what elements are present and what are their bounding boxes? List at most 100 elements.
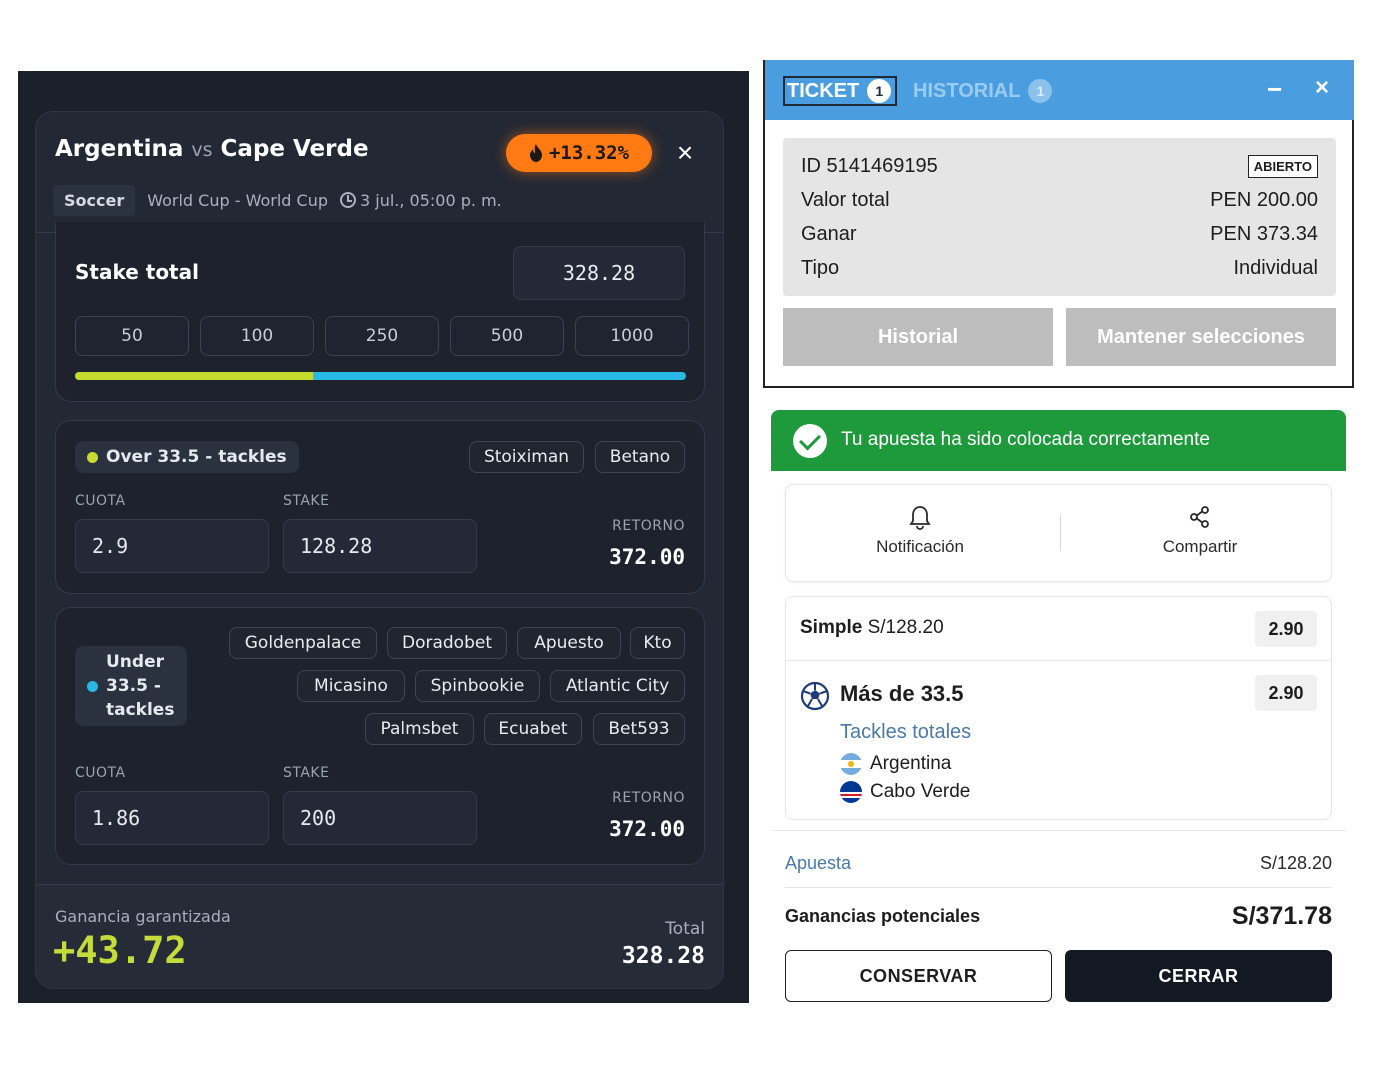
- under-odds-input[interactable]: 1.86: [75, 791, 269, 845]
- under-label-line: tackles: [106, 700, 175, 720]
- team-home: Argentina: [55, 136, 184, 162]
- bookmaker-tag[interactable]: Doradobet: [387, 627, 507, 659]
- keep-button[interactable]: CONSERVAR: [785, 950, 1052, 1002]
- profit-badge: +13.32%: [506, 134, 652, 172]
- success-message: Tu apuesta ha sido colocada correctament…: [841, 429, 1210, 450]
- bet-type: Simple: [800, 617, 863, 638]
- competition-label: World Cup - World Cup: [147, 190, 328, 210]
- bet-amount: S/128.20: [867, 617, 944, 638]
- bookmaker-tag[interactable]: Micasino: [297, 670, 405, 702]
- market-subtitle: Tackles totales: [840, 721, 972, 743]
- over-selection: Over 33.5 - tackles: [75, 441, 299, 473]
- tab-ticket-count: 1: [867, 79, 892, 103]
- share-button[interactable]: Compartir: [1100, 505, 1300, 557]
- team-name: Cabo Verde: [870, 781, 971, 802]
- bookmaker-tag[interactable]: Spinbookie: [415, 670, 540, 702]
- ticket-row-value: Individual: [1233, 256, 1318, 279]
- ticket-row-label: Ganar: [801, 222, 857, 245]
- ticket-row: Tipo Individual: [801, 254, 1318, 282]
- ticket-panel: TICKET 1 HISTORIAL 1 − × ID 5141469195 A…: [763, 60, 1354, 388]
- share-icon: [1190, 506, 1209, 528]
- under-selection: Under 33.5 - tackles: [75, 646, 187, 726]
- bet-type-row: Simple S/128.20 2.90: [786, 597, 1331, 661]
- ticket-row-value: PEN 200.00: [1210, 188, 1318, 211]
- bookmaker-tag[interactable]: Betano: [595, 441, 685, 473]
- return-label: RETORNO: [612, 518, 685, 534]
- soccer-ball-icon: [800, 681, 830, 711]
- ticket-header: TICKET 1 HISTORIAL 1 − ×: [765, 60, 1354, 120]
- action-box: Notificación Compartir: [785, 484, 1332, 582]
- confirmation-panel: Tu apuesta ha sido colocada correctament…: [771, 410, 1348, 1007]
- fire-icon: [529, 144, 542, 162]
- ticket-id: ID 5141469195: [801, 154, 938, 177]
- quick-stake-500[interactable]: 500: [450, 316, 564, 356]
- bookmaker-tag[interactable]: Bet593: [593, 713, 685, 745]
- tab-ticket-label: TICKET: [787, 79, 860, 102]
- stake-section: Stake total 328.28 50 100 250 500 1000: [55, 222, 705, 402]
- tab-history-count: 1: [1028, 79, 1053, 103]
- team-row: Argentina: [840, 751, 951, 777]
- stake-split-fill: [75, 372, 314, 380]
- bookmaker-tag[interactable]: Palmsbet: [365, 713, 474, 745]
- close-icon[interactable]: ×: [1315, 74, 1330, 101]
- close-icon[interactable]: ×: [676, 137, 694, 168]
- arbitrage-card: Argentina vs Cape Verde +13.32% × Soccer…: [35, 111, 724, 989]
- tab-ticket[interactable]: TICKET 1: [783, 76, 898, 106]
- keep-selections-button[interactable]: Mantener selecciones: [1066, 308, 1336, 366]
- stake-label: STAKE: [283, 765, 330, 781]
- datetime-text: 3 jul., 05:00 p. m.: [360, 190, 502, 210]
- minimize-icon[interactable]: −: [1267, 74, 1283, 104]
- bookmaker-tag[interactable]: Ecuabet: [484, 713, 582, 745]
- ticket-row-label: Valor total: [801, 188, 890, 211]
- status-badge: ABIERTO: [1247, 154, 1318, 178]
- success-banner: Tu apuesta ha sido colocada correctament…: [771, 410, 1346, 471]
- quick-stake-1000[interactable]: 1000: [575, 316, 689, 356]
- action-divider: [1060, 515, 1061, 551]
- stake-total-input[interactable]: 328.28: [513, 246, 685, 300]
- quick-stake-row: 50 100 250 500 1000: [75, 316, 689, 356]
- stake-value: S/128.20: [1259, 852, 1332, 873]
- argentina-flag-icon: [840, 753, 862, 775]
- over-odds-input[interactable]: 2.9: [75, 519, 269, 573]
- team-row: Cabo Verde: [840, 779, 970, 805]
- bookmaker-tag[interactable]: Atlantic City: [550, 670, 685, 702]
- team-name: Argentina: [870, 753, 952, 774]
- sport-tag: Soccer: [53, 184, 136, 216]
- bookmaker-tag[interactable]: Stoiximan: [469, 441, 584, 473]
- guaranteed-gain-value: +43.72: [53, 929, 187, 972]
- ticket-row-value: PEN 373.34: [1210, 222, 1318, 245]
- market-title: Más de 33.5: [840, 681, 964, 706]
- under-leg: Under 33.5 - tackles Goldenpalace Dorado…: [55, 607, 705, 865]
- check-circle-icon: [793, 424, 827, 458]
- clock-icon: [340, 191, 356, 208]
- bookmaker-tag[interactable]: Apuesto: [517, 627, 621, 659]
- close-button[interactable]: CERRAR: [1065, 950, 1332, 1002]
- notification-button[interactable]: Notificación: [820, 505, 1020, 557]
- tab-history[interactable]: HISTORIAL 1: [913, 76, 1053, 106]
- ticket-id-row: ID 5141469195 ABIERTO: [801, 152, 1318, 180]
- over-return-value: 372.00: [609, 545, 685, 569]
- cuota-label: CUOTA: [75, 765, 126, 781]
- profit-pct: +13.32%: [548, 142, 630, 164]
- over-stake-input[interactable]: 128.28: [283, 519, 477, 573]
- match-title: Argentina vs Cape Verde: [55, 136, 369, 162]
- match-meta: Soccer World Cup - World Cup 3 jul., 05:…: [53, 184, 502, 216]
- quick-stake-100[interactable]: 100: [200, 316, 314, 356]
- match-datetime: 3 jul., 05:00 p. m.: [340, 191, 502, 210]
- share-label: Compartir: [1162, 537, 1238, 556]
- bookmaker-tag[interactable]: Kto: [630, 627, 685, 659]
- under-dot-icon: [87, 680, 98, 692]
- quick-stake-50[interactable]: 50: [75, 316, 189, 356]
- under-return-value: 372.00: [609, 817, 685, 841]
- potential-winnings-label: Ganancias potenciales: [785, 905, 981, 926]
- stake-split-bar[interactable]: [75, 372, 686, 380]
- bookmaker-tag[interactable]: Goldenpalace: [229, 627, 377, 659]
- under-stake-input[interactable]: 200: [283, 791, 477, 845]
- quick-stake-250[interactable]: 250: [325, 316, 439, 356]
- stake-total-label: Stake total: [75, 260, 199, 284]
- history-button[interactable]: Historial: [783, 308, 1053, 366]
- summary-divider: [785, 887, 1332, 888]
- ticket-row: Valor total PEN 200.00: [801, 186, 1318, 214]
- potential-winnings-row: Ganancias potenciales S/371.78: [785, 899, 1332, 933]
- bet-type-label: Simple S/128.20: [800, 617, 944, 639]
